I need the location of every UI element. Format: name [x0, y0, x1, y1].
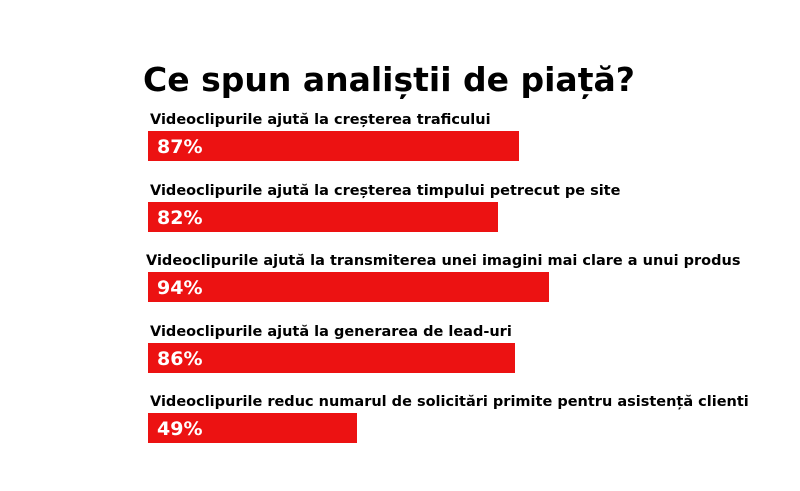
bar-label: Videoclipurile ajută la generarea de lea…	[150, 323, 512, 340]
bar-value-label: 82%	[157, 206, 203, 229]
bar-value-label: 86%	[157, 347, 203, 370]
bar: 94%	[148, 272, 549, 302]
bar: 49%	[148, 413, 357, 443]
bar: 87%	[148, 131, 519, 161]
bar-label: Videoclipurile ajută la transmiterea une…	[146, 253, 741, 269]
bar-label: Videoclipurile ajută la creșterea trafic…	[150, 112, 491, 128]
bar: 86%	[148, 342, 515, 373]
bar-label: Videoclipurile reduc numarul de solicită…	[150, 394, 749, 410]
bar-value-label: 94%	[157, 277, 203, 299]
bar-value-label: 49%	[157, 418, 203, 440]
chart-title: Ce spun analiștii de piață?	[143, 60, 635, 99]
bar-value-label: 87%	[157, 136, 203, 158]
bar-label: Videoclipurile ajută la creșterea timpul…	[150, 182, 621, 199]
bar: 82%	[148, 201, 498, 232]
